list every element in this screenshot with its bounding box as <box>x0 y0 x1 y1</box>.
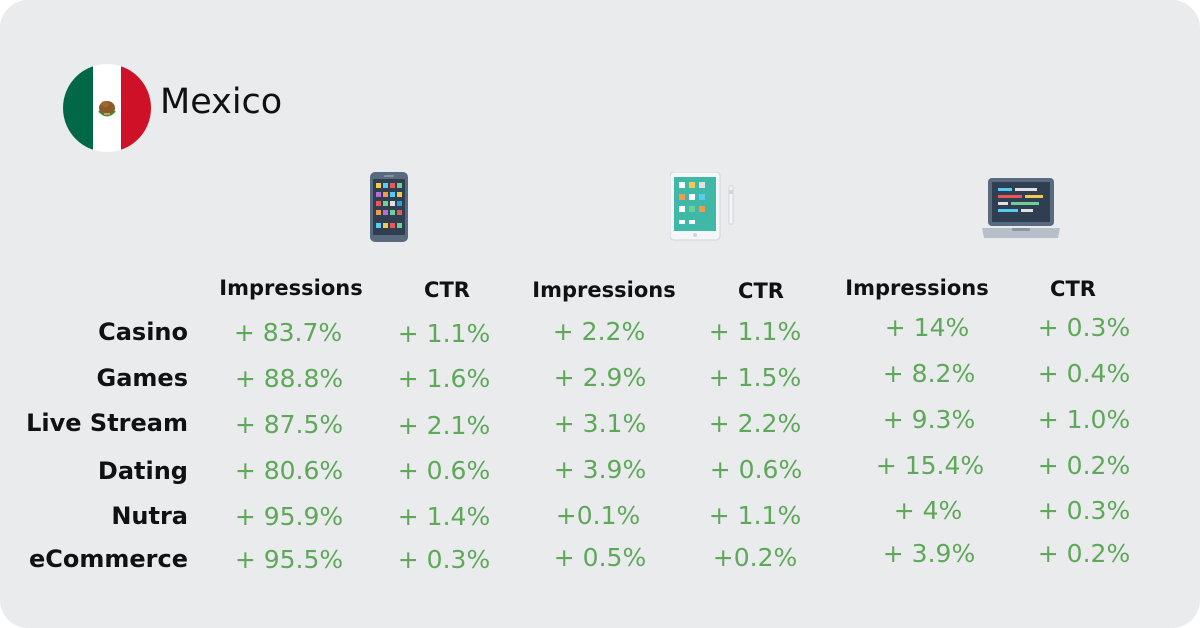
cell-value: + 1.1% <box>708 317 802 346</box>
header-phone-ctr: CTR <box>424 278 470 302</box>
cell-value: + 2.2% <box>708 409 802 438</box>
cell-value: + 87.5% <box>234 410 344 439</box>
header-phone-impressions: Impressions <box>219 276 363 300</box>
cell-value: + 0.5% <box>553 543 647 572</box>
cell-value: + 0.2% <box>1037 451 1131 480</box>
cell-value: + 14% <box>884 313 970 342</box>
cell-value: + 0.3% <box>1037 313 1131 342</box>
cell-value: + 95.9% <box>234 502 344 531</box>
header-laptop-impressions: Impressions <box>845 276 989 300</box>
cell-value: + 1.1% <box>708 501 802 530</box>
cell-value: + 1.0% <box>1037 405 1131 434</box>
cell-value: + 1.4% <box>397 502 491 531</box>
cell-value: + 1.1% <box>397 319 491 348</box>
cell-value: + 3.1% <box>553 409 647 438</box>
row-label-games: Games <box>96 364 188 392</box>
cell-value: + 0.2% <box>1037 539 1131 568</box>
row-label-live-stream: Live Stream <box>26 409 188 437</box>
cell-value: + 2.1% <box>397 411 491 440</box>
cell-value: + 0.3% <box>1037 496 1131 525</box>
cell-value: + 0.4% <box>1037 359 1131 388</box>
cell-value: + 9.3% <box>882 405 976 434</box>
cell-value: + 0.6% <box>709 455 803 484</box>
row-label-dating: Dating <box>97 457 188 485</box>
row-label-nutra: Nutra <box>111 502 188 530</box>
tablet-icon <box>670 172 734 241</box>
cell-value: + 2.9% <box>553 363 647 392</box>
header-tablet-ctr: CTR <box>738 279 784 303</box>
row-label-ecommerce: eCommerce <box>28 545 188 573</box>
cell-value: + 80.6% <box>234 456 344 485</box>
cell-value: + 1.6% <box>397 364 491 393</box>
cell-value: +0.1% <box>555 501 641 530</box>
cell-value: + 0.3% <box>397 545 491 574</box>
country-name: Mexico <box>160 82 283 122</box>
header-tablet-impressions: Impressions <box>532 278 676 302</box>
mexico-flag-icon <box>63 64 151 152</box>
cell-value: + 95.5% <box>234 545 344 574</box>
cell-value: +0.2% <box>712 543 798 572</box>
cell-value: + 8.2% <box>882 359 976 388</box>
cell-value: + 4% <box>893 496 963 525</box>
smartphone-icon <box>370 172 408 242</box>
cell-value: + 83.7% <box>233 318 343 347</box>
cell-value: + 15.4% <box>875 451 985 480</box>
cell-value: + 88.8% <box>234 364 344 393</box>
cell-value: + 2.2% <box>552 317 646 346</box>
header-laptop-ctr: CTR <box>1050 277 1096 301</box>
row-label-casino: Casino <box>98 318 188 346</box>
cell-value: + 0.6% <box>397 456 491 485</box>
laptop-icon <box>982 178 1060 238</box>
cell-value: + 3.9% <box>553 455 647 484</box>
cell-value: + 1.5% <box>708 363 802 392</box>
cell-value: + 3.9% <box>882 539 976 568</box>
